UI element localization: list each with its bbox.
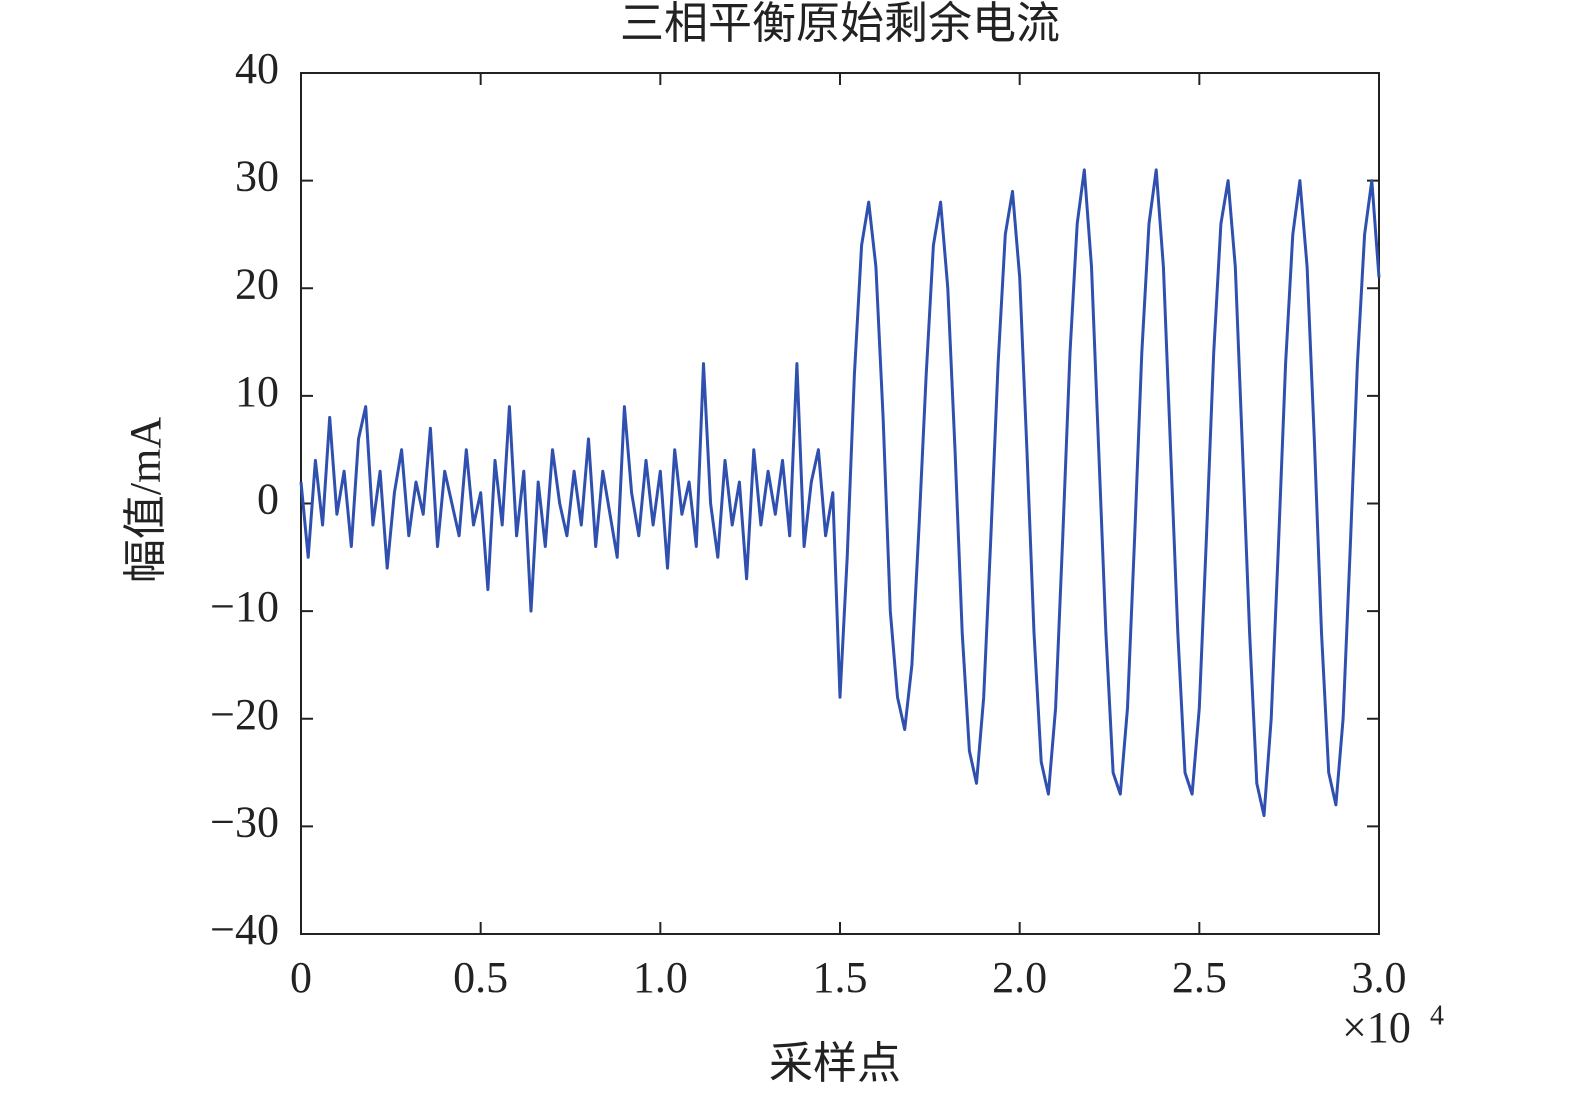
y-tick-label: 20 (235, 259, 279, 308)
x-tick-label: 2.5 (1172, 953, 1227, 1002)
x-tick-label: 3.0 (1352, 953, 1407, 1002)
y-tick-label: −30 (210, 797, 279, 846)
x-tick-label: 1.5 (813, 953, 868, 1002)
y-tick-label: −20 (210, 690, 279, 739)
y-tick-label: 10 (235, 367, 279, 416)
x-axis-label: 采样点 (769, 1039, 901, 1088)
x-tick-label: 0 (290, 953, 312, 1002)
y-tick-label: −40 (210, 905, 279, 954)
y-tick-label: 30 (235, 152, 279, 201)
x-tick-label: 1.0 (633, 953, 688, 1002)
x-multiplier: ×10 (1342, 1003, 1411, 1052)
y-tick-label: 40 (235, 44, 279, 93)
x-tick-label: 0.5 (453, 953, 508, 1002)
chart-title: 三相平衡原始剩余电流 (620, 0, 1060, 48)
y-axis-label: 幅值/mA (121, 417, 170, 583)
x-multiplier-exponent: 4 (1430, 1000, 1444, 1031)
x-tick-label: 2.0 (992, 953, 1047, 1002)
y-tick-label: 0 (257, 475, 279, 524)
data-line (299, 168, 1381, 818)
y-tick-label: −10 (210, 582, 279, 631)
